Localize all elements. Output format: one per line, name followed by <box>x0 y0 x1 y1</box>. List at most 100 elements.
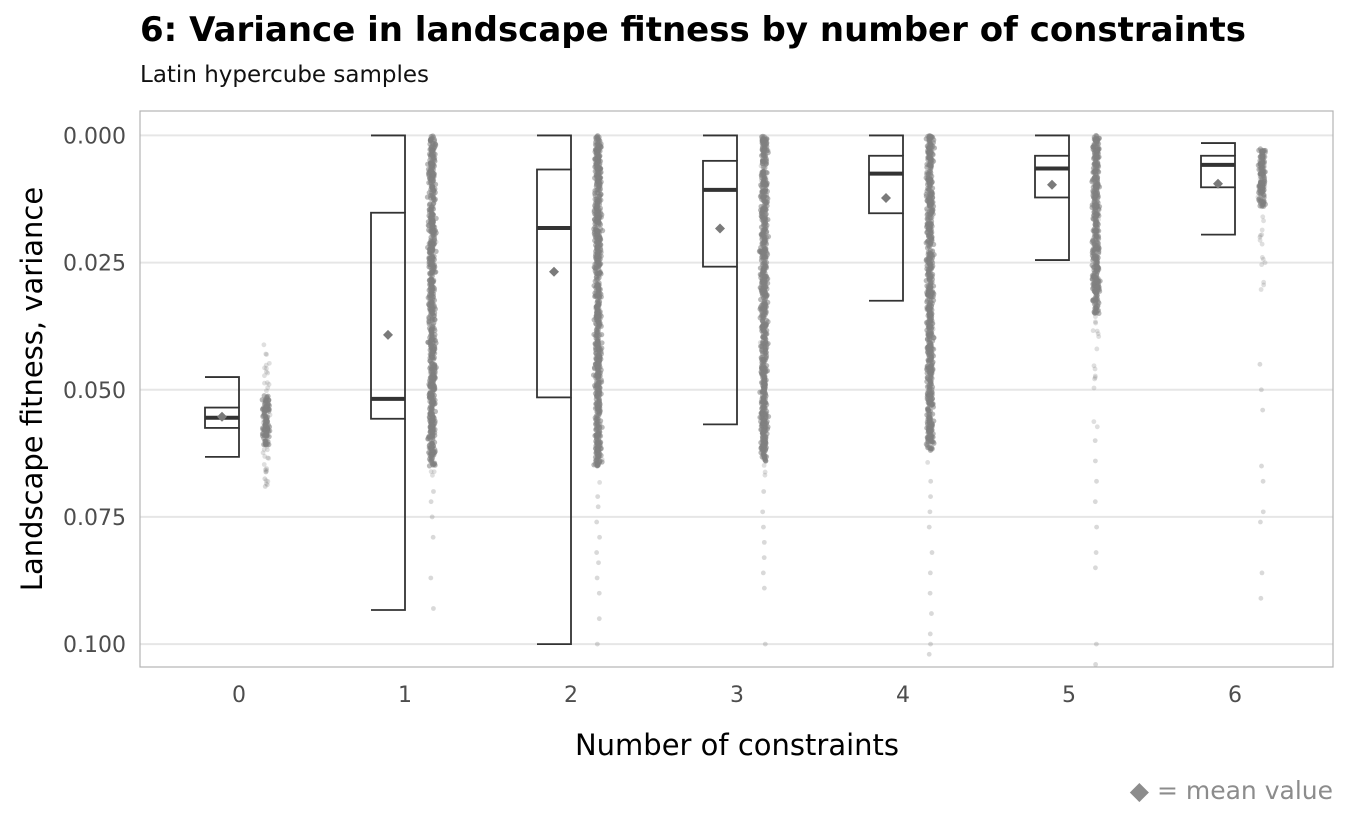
data-point <box>427 282 433 288</box>
data-point <box>1262 174 1268 180</box>
outlier-point <box>595 504 601 510</box>
data-point <box>595 281 601 288</box>
data-point <box>928 168 933 174</box>
outlier-point <box>1092 438 1098 444</box>
data-point <box>926 165 932 170</box>
data-point <box>928 164 934 170</box>
data-point <box>926 184 932 190</box>
data-point <box>930 207 936 213</box>
data-point <box>928 355 934 361</box>
data-point <box>1097 288 1103 294</box>
data-point <box>431 334 437 340</box>
data-point <box>1093 242 1099 248</box>
outlier-point <box>594 550 600 555</box>
data-point <box>1259 202 1265 208</box>
data-point <box>928 175 933 181</box>
data-point <box>597 236 603 242</box>
data-point <box>594 200 600 206</box>
data-point <box>929 253 935 259</box>
data-point <box>1093 153 1099 159</box>
data-point <box>592 218 598 224</box>
data-point <box>924 396 930 402</box>
data-point <box>432 419 438 426</box>
data-point <box>595 377 601 383</box>
data-point <box>761 244 767 250</box>
data-point <box>1258 233 1263 238</box>
data-point <box>1258 197 1264 203</box>
data-point <box>1093 199 1099 205</box>
data-point <box>594 208 600 214</box>
data-point <box>426 256 432 262</box>
outlier-point <box>929 611 934 616</box>
data-point <box>433 142 439 148</box>
data-point <box>1091 199 1097 205</box>
data-point <box>763 416 768 422</box>
data-point <box>430 337 435 343</box>
data-point <box>428 343 434 349</box>
data-point <box>761 240 767 246</box>
panel-border <box>139 110 1334 668</box>
outlier-point <box>927 590 933 596</box>
data-point <box>429 455 436 461</box>
boxplot-4 <box>868 134 904 302</box>
data-point <box>593 232 599 238</box>
data-point <box>1255 194 1261 200</box>
outlier-point <box>928 641 933 647</box>
x-tick-label: 4 <box>896 683 910 708</box>
data-point <box>757 340 763 345</box>
outlier-point <box>926 524 932 530</box>
data-point <box>1096 334 1102 339</box>
data-point <box>263 366 269 372</box>
data-point <box>1094 232 1100 237</box>
data-point <box>431 228 437 234</box>
data-point <box>763 212 769 218</box>
data-point <box>262 467 268 473</box>
data-point <box>594 264 599 270</box>
outlier-point <box>1260 478 1266 484</box>
data-point <box>763 336 768 341</box>
data-point <box>929 249 935 255</box>
data-point <box>264 394 270 400</box>
data-point <box>595 138 601 144</box>
data-point <box>1257 180 1264 186</box>
whisker-high <box>537 397 572 646</box>
data-point <box>594 392 600 398</box>
outlier-point <box>596 560 601 566</box>
data-point <box>429 406 435 412</box>
data-point <box>929 300 935 306</box>
data-point <box>431 236 438 242</box>
outlier-point <box>760 509 766 515</box>
data-point <box>1260 256 1266 262</box>
outlier-point <box>760 570 766 576</box>
data-point <box>429 244 435 250</box>
data-point <box>266 360 272 366</box>
data-point <box>924 378 930 385</box>
data-point <box>758 177 764 183</box>
data-point <box>597 479 603 485</box>
data-point <box>431 172 437 179</box>
data-point <box>1259 227 1265 233</box>
data-point <box>761 404 767 410</box>
data-point <box>760 310 766 316</box>
data-point <box>427 355 433 361</box>
data-point <box>261 417 267 423</box>
data-point <box>926 277 932 283</box>
data-point <box>1260 203 1265 209</box>
data-point <box>265 424 271 430</box>
outlier-point <box>264 466 269 472</box>
whisker-low <box>537 134 572 170</box>
data-point <box>429 381 435 387</box>
x-tick-label: 5 <box>1062 683 1076 708</box>
data-point <box>763 398 768 404</box>
data-point <box>427 138 434 144</box>
data-point <box>425 295 431 301</box>
data-point <box>924 245 931 251</box>
data-point <box>265 478 271 484</box>
data-point <box>1259 204 1265 210</box>
data-point <box>1262 260 1268 266</box>
data-point <box>430 242 436 248</box>
data-point <box>928 150 934 156</box>
outlier-point <box>1094 478 1099 484</box>
data-point <box>928 260 934 266</box>
mean-marker <box>715 223 725 234</box>
